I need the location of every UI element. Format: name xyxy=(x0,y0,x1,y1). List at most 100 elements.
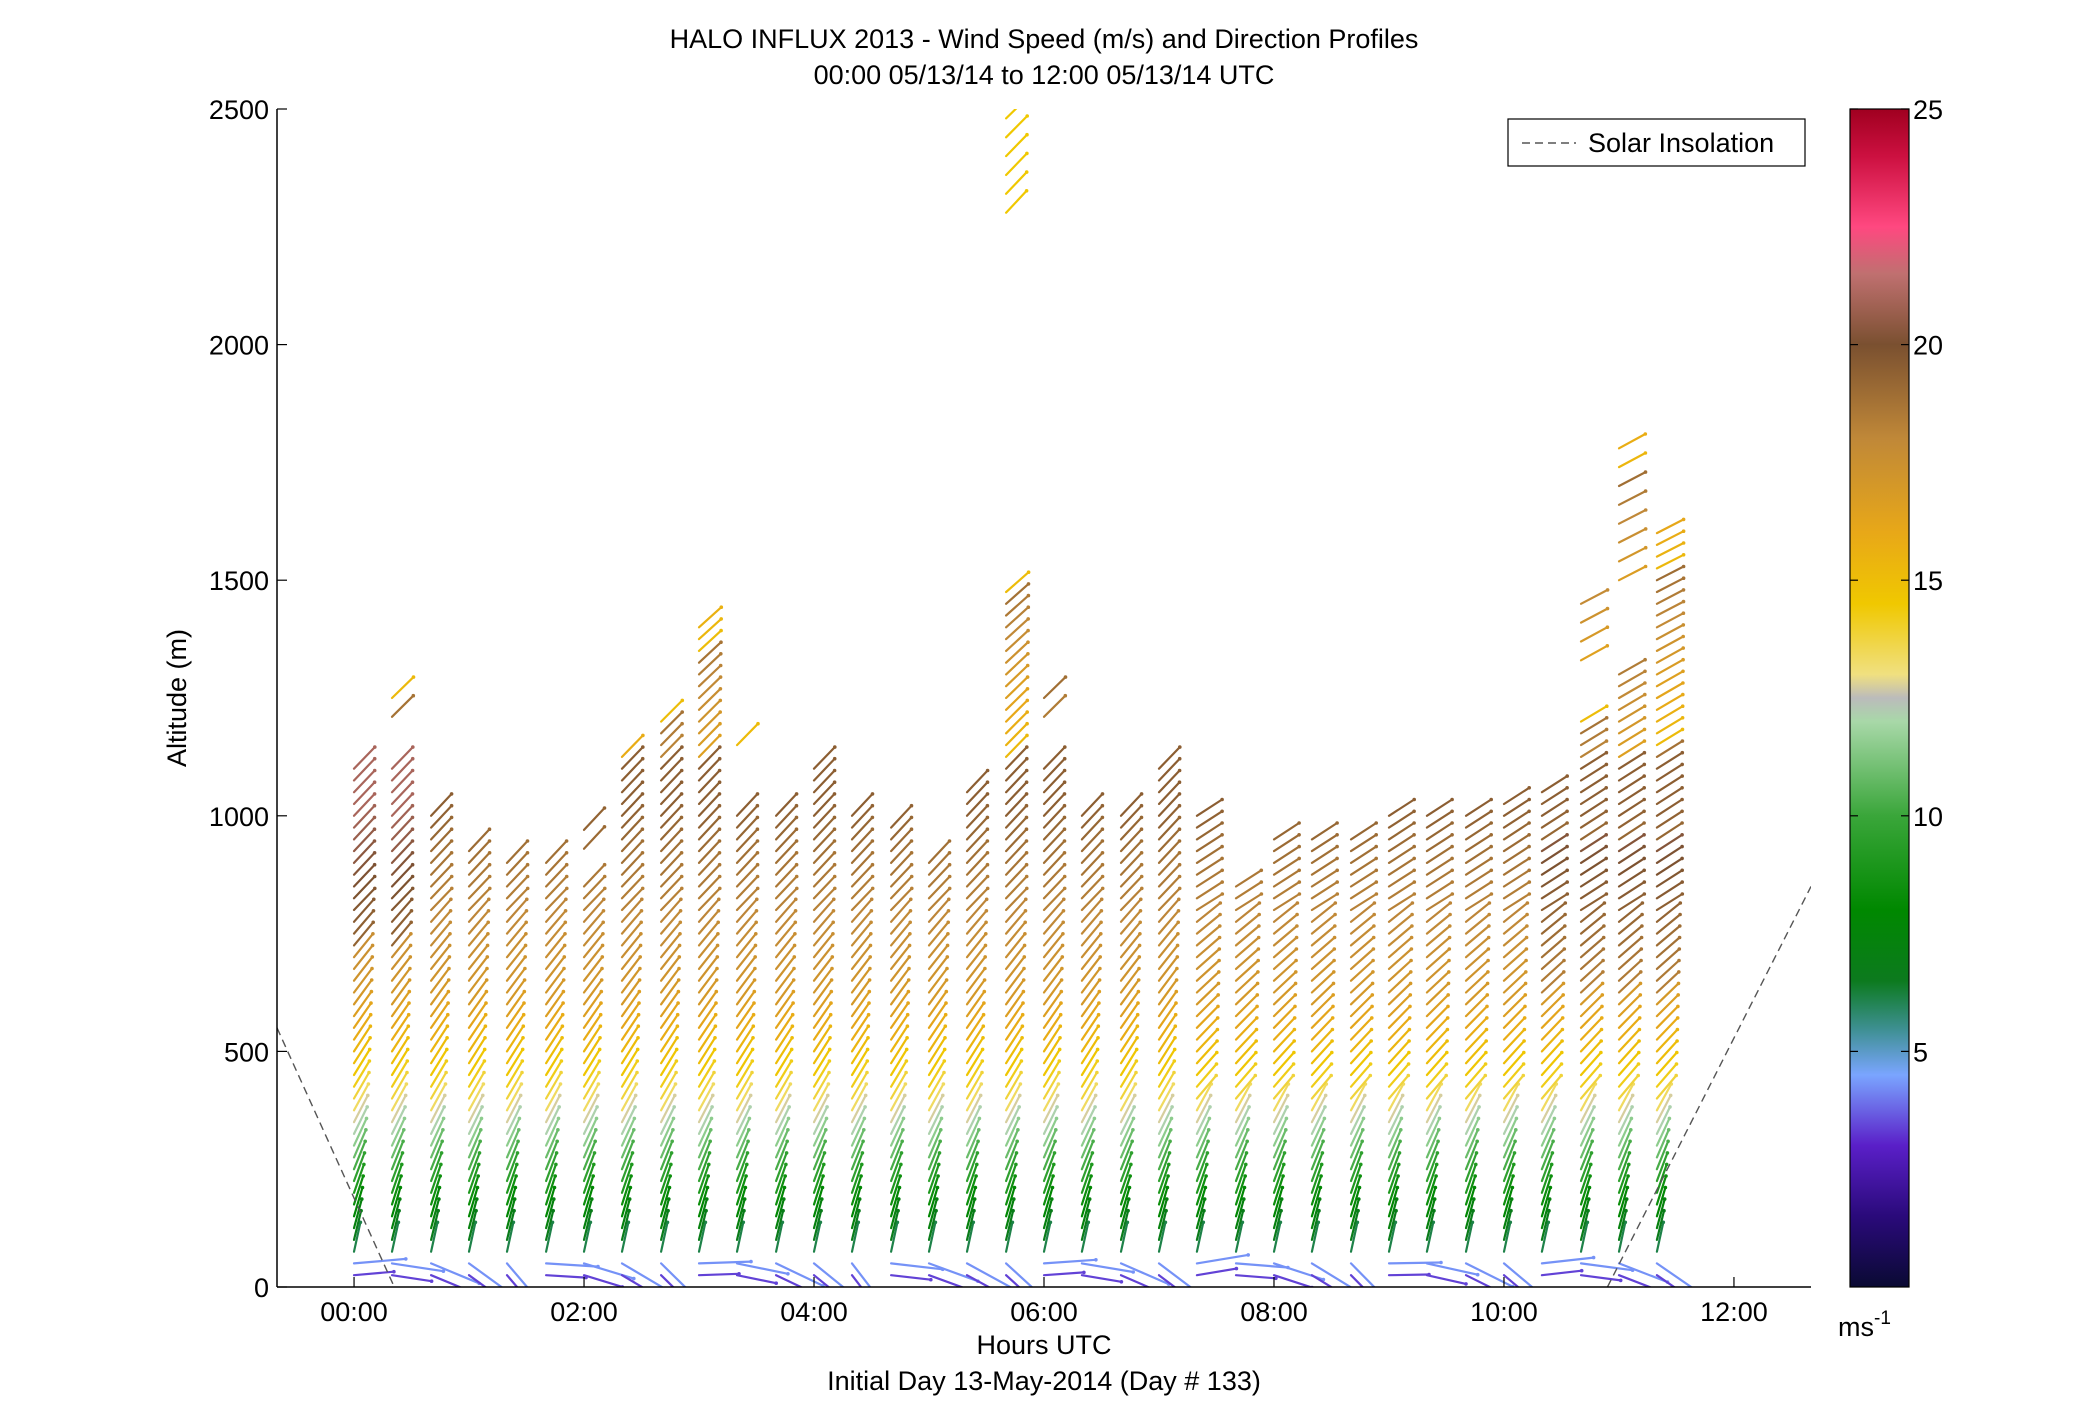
wind-vector-tip xyxy=(717,827,722,831)
wind-vector xyxy=(774,1197,785,1230)
wind-vector-tip xyxy=(1199,1293,1203,1297)
wind-vector-tip xyxy=(943,1012,948,1017)
wind-vector xyxy=(1425,810,1454,829)
wind-vector xyxy=(1157,909,1180,935)
wind-vector xyxy=(1502,1005,1527,1029)
wind-vector-tip xyxy=(400,1162,404,1167)
wind-vector-tip xyxy=(1553,1093,1558,1098)
wind-vector-tip xyxy=(1560,1016,1565,1020)
wind-vector xyxy=(1004,990,1025,1018)
wind-vector xyxy=(467,1036,487,1065)
wind-vector-tip xyxy=(1604,750,1609,755)
wind-vector xyxy=(1080,1117,1096,1147)
wind-vector xyxy=(1310,1174,1323,1206)
wind-vector-tip xyxy=(672,1105,676,1109)
wind-vector xyxy=(390,1036,410,1065)
wind-vector xyxy=(659,804,683,829)
wind-vector xyxy=(390,1128,405,1159)
wind-vector xyxy=(430,828,453,853)
wind-vector xyxy=(544,1209,555,1242)
wind-vector-tip xyxy=(711,1093,715,1098)
wind-vector-tip xyxy=(751,1036,755,1040)
wind-vector xyxy=(1157,745,1181,770)
wind-vector-tip xyxy=(1208,1105,1212,1109)
wind-vector-tip xyxy=(1156,1289,1160,1293)
wind-vector xyxy=(1004,909,1027,935)
wind-vector xyxy=(1042,1071,1061,1100)
wind-vector xyxy=(1579,728,1608,747)
wind-vector-tip xyxy=(630,1162,634,1167)
wind-vector xyxy=(1272,1128,1287,1159)
wind-vector-tip xyxy=(1025,151,1029,156)
wind-vector xyxy=(1004,152,1029,177)
wind-vector xyxy=(1234,1051,1258,1077)
wind-vector xyxy=(965,1140,980,1171)
wind-vector-tip xyxy=(1552,1116,1557,1121)
wind-vector xyxy=(430,990,450,1018)
wind-vector-tip xyxy=(601,909,606,913)
wind-vector xyxy=(1540,880,1569,900)
wind-vector xyxy=(352,816,376,841)
wind-vector-tip xyxy=(1023,920,1027,925)
wind-vector-tip xyxy=(1318,1185,1323,1190)
wind-vector xyxy=(659,828,683,853)
wind-vector xyxy=(1464,1016,1488,1041)
wind-vector-tip xyxy=(981,1024,986,1028)
wind-vector xyxy=(735,887,759,912)
wind-vector xyxy=(1004,133,1029,158)
wind-vector-tip xyxy=(1062,874,1067,879)
wind-vector xyxy=(467,1163,480,1194)
wind-vector xyxy=(582,932,605,959)
wind-vector-tip xyxy=(868,943,873,948)
wind-vector xyxy=(620,1262,665,1287)
wind-vector-tip xyxy=(438,1174,443,1178)
wind-vector xyxy=(735,804,759,829)
x-tick-label: 06:00 xyxy=(1010,1297,1078,1327)
wind-vector-tip xyxy=(1681,669,1685,674)
wind-vector xyxy=(1540,857,1569,876)
wind-vector-tip xyxy=(563,932,567,936)
wind-vector xyxy=(774,955,796,982)
wind-vector-tip xyxy=(369,1001,373,1005)
wind-vector-tip xyxy=(907,943,912,948)
wind-vector-tip xyxy=(1680,809,1684,814)
colorbar-unit: ms-1 xyxy=(1838,1308,1891,1342)
wind-vector xyxy=(505,1140,520,1171)
wind-vector xyxy=(1579,751,1608,770)
wind-vector xyxy=(544,1013,564,1041)
wind-vector-tip xyxy=(717,792,722,796)
wind-vector xyxy=(1540,970,1565,994)
wind-vector-tip xyxy=(1059,989,1064,994)
wind-vector-tip xyxy=(1126,1208,1130,1213)
wind-vector xyxy=(1655,845,1684,865)
wind-vector-tip xyxy=(789,1047,794,1052)
wind-vector xyxy=(697,722,722,747)
wind-vector-tip xyxy=(1676,1004,1680,1009)
wind-vector xyxy=(620,745,644,770)
wind-vector-tip xyxy=(487,862,492,867)
wind-vector xyxy=(965,944,987,971)
wind-vector xyxy=(1349,1051,1373,1077)
wind-vector-tip xyxy=(1406,1062,1411,1066)
wind-vector-tip xyxy=(715,966,719,971)
wind-vector-tip xyxy=(831,909,836,913)
wind-vector-tip xyxy=(1025,698,1030,703)
wind-vector-tip xyxy=(984,932,988,936)
wind-vector-tip xyxy=(1177,886,1182,891)
wind-vector-tip xyxy=(1599,1027,1604,1032)
wind-vector xyxy=(430,1140,444,1171)
wind-vector-tip xyxy=(517,1116,522,1121)
wind-vector-tip xyxy=(632,1116,637,1121)
wind-vector xyxy=(1080,967,1102,994)
wind-vector xyxy=(1234,1209,1245,1242)
wind-vector xyxy=(1655,693,1684,711)
wind-vector-tip xyxy=(906,1001,910,1005)
wind-vector xyxy=(659,875,683,900)
wind-vector xyxy=(352,978,373,1006)
wind-vector-tip xyxy=(1024,189,1029,193)
wind-vector xyxy=(1310,924,1336,947)
wind-vector xyxy=(697,828,721,853)
wind-vector xyxy=(659,699,684,723)
wind-vector xyxy=(850,1048,869,1077)
wind-vector xyxy=(1425,845,1454,865)
